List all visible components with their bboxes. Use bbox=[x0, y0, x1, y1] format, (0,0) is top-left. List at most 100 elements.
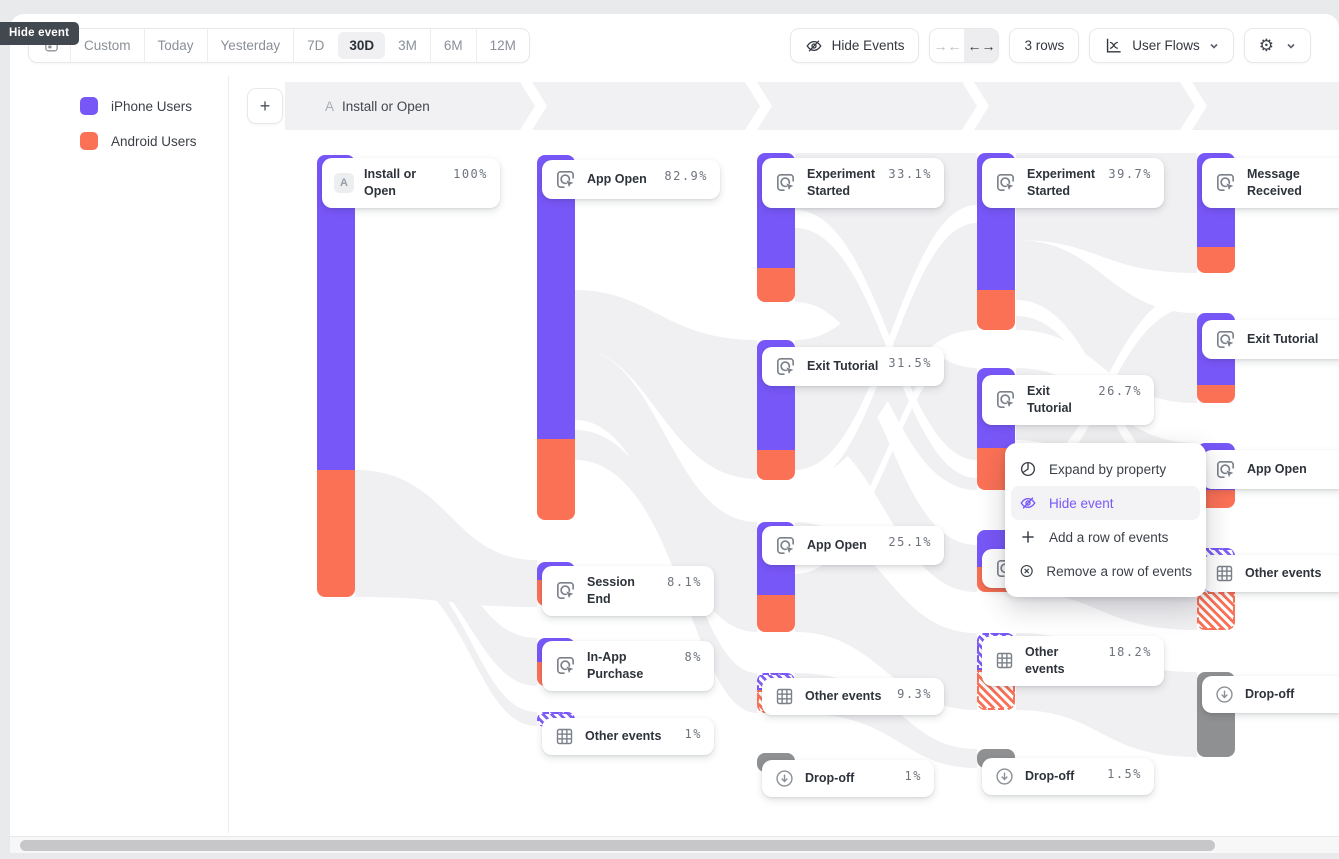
range-3m[interactable]: 3M bbox=[398, 38, 417, 53]
legend-item-iphone-users[interactable]: iPhone Users bbox=[80, 97, 192, 115]
android-users-label: Android Users bbox=[111, 133, 197, 149]
chevron-down-icon bbox=[1287, 43, 1295, 49]
menu-item-remove-row-of-events[interactable]: Remove a row of events bbox=[1011, 554, 1200, 588]
menu-item-label: Add a row of events bbox=[1049, 529, 1169, 545]
node-percentage: 8.1% bbox=[667, 575, 702, 589]
menu-item-add-row-of-events[interactable]: Add a row of events bbox=[1011, 520, 1200, 554]
flow-node-card-drop-off[interactable]: Drop-off 1% bbox=[762, 760, 934, 797]
flow-node-card-drop-off[interactable]: Drop-off 1.5% bbox=[982, 758, 1154, 795]
node-percentage: 1% bbox=[904, 769, 922, 783]
node-percentage: 25.1% bbox=[888, 535, 932, 549]
horizontal-scrollbar-track[interactable] bbox=[10, 836, 1339, 853]
flow-node-card-app-open[interactable]: App Open bbox=[1202, 450, 1339, 489]
node-label: Exit Tutorial bbox=[1027, 384, 1072, 415]
node-label: Exit Tutorial bbox=[1247, 332, 1319, 347]
flow-node-card-message-received[interactable]: Message Received bbox=[1202, 158, 1339, 208]
hide-event-icon bbox=[1020, 497, 1036, 509]
event-context-menu: Expand by property Hide event Add a row … bbox=[1005, 443, 1206, 597]
event-click-icon bbox=[1217, 331, 1234, 348]
expand-by-property-icon bbox=[1020, 461, 1036, 477]
flow-node-card-install-or-open[interactable]: A Install or Open 100% bbox=[322, 158, 500, 208]
flow-node-card-experiment-started[interactable]: Experiment Started 39.7% bbox=[982, 158, 1164, 208]
node-label: Message Received bbox=[1247, 167, 1302, 198]
legend-item-android-users[interactable]: Android Users bbox=[80, 132, 197, 150]
flow-node-card-drop-off[interactable]: Drop-off bbox=[1202, 676, 1339, 713]
hide-events-button[interactable]: Hide Events bbox=[789, 28, 920, 63]
flow-node-card-other-events[interactable]: Other events 1% bbox=[542, 718, 714, 755]
event-click-icon bbox=[557, 657, 574, 675]
range-30d-active[interactable]: 30D bbox=[338, 32, 386, 59]
toolbar-right: Hide Events →← ←→ 3 rows User Flows ⚙ bbox=[789, 28, 1311, 63]
bar-segment bbox=[1197, 490, 1235, 508]
view-type-dropdown[interactable]: User Flows bbox=[1089, 28, 1234, 63]
range-today[interactable]: Today bbox=[143, 29, 207, 62]
event-click-icon bbox=[777, 537, 794, 554]
range-7d[interactable]: 7D bbox=[293, 29, 337, 62]
flow-node-card-session-end[interactable]: Session End 8.1% bbox=[542, 566, 714, 616]
node-percentage: 1.5% bbox=[1107, 767, 1142, 781]
flow-bar-app-open[interactable] bbox=[537, 155, 575, 520]
date-range-picker: Custom Today Yesterday 7D 30D 3M 6M 12M bbox=[28, 28, 530, 63]
bar-segment bbox=[977, 290, 1015, 330]
step-letter: A bbox=[325, 98, 335, 114]
collapse-columns-button[interactable]: →← bbox=[933, 37, 962, 54]
menu-item-hide-event[interactable]: Hide event bbox=[1011, 486, 1200, 520]
add-row-icon bbox=[1022, 531, 1034, 543]
node-percentage: 18.2% bbox=[1108, 645, 1152, 659]
drop-off-icon bbox=[1216, 686, 1233, 703]
eye-off-icon bbox=[806, 39, 822, 52]
drop-off-icon bbox=[776, 770, 793, 787]
flow-node-card-app-open[interactable]: App Open 25.1% bbox=[762, 526, 944, 565]
bar-segment bbox=[757, 268, 795, 302]
flow-node-card-other-events[interactable]: Other events 18.2% bbox=[982, 636, 1164, 686]
event-click-icon bbox=[777, 358, 794, 375]
rows-count-button[interactable]: 3 rows bbox=[1009, 28, 1080, 63]
flow-node-card-exit-tutorial[interactable]: Exit Tutorial 31.5% bbox=[762, 347, 944, 386]
flow-node-card-exit-tutorial[interactable]: Exit Tutorial bbox=[1202, 320, 1339, 359]
node-percentage: 8% bbox=[684, 650, 702, 664]
hide-event-tooltip: Hide event bbox=[0, 22, 80, 45]
settings-dropdown[interactable]: ⚙ bbox=[1243, 28, 1311, 63]
flow-node-card-exit-tutorial[interactable]: Exit Tutorial 26.7% bbox=[982, 375, 1154, 425]
range-custom[interactable]: Custom bbox=[70, 29, 144, 62]
bar-segment bbox=[1197, 385, 1235, 403]
expand-columns-button[interactable]: ←→ bbox=[964, 29, 999, 62]
flow-node-card-in-app-purchase[interactable]: In-App Purchase 8% bbox=[542, 641, 714, 691]
other-events-grid-icon bbox=[556, 728, 573, 745]
steps-breadcrumb[interactable]: A Install or Open bbox=[285, 82, 1339, 130]
menu-item-label: Remove a row of events bbox=[1046, 563, 1192, 579]
bar-segment bbox=[537, 155, 575, 439]
event-click-icon bbox=[1217, 174, 1234, 192]
flow-node-card-other-events[interactable]: Other events bbox=[1202, 555, 1339, 592]
hide-events-label: Hide Events bbox=[831, 38, 905, 53]
range-6m[interactable]: 6M bbox=[429, 29, 476, 62]
menu-item-label: Expand by property bbox=[1049, 461, 1167, 477]
bar-segment bbox=[1197, 592, 1235, 630]
view-type-label: User Flows bbox=[1132, 38, 1200, 53]
flow-node-card-other-events[interactable]: Other events 9.3% bbox=[762, 678, 944, 715]
event-click-icon bbox=[997, 391, 1014, 409]
node-percentage: 82.9% bbox=[664, 169, 708, 183]
flow-node-card-app-open[interactable]: App Open 82.9% bbox=[542, 160, 720, 199]
iphone-users-label: iPhone Users bbox=[111, 98, 193, 114]
event-click-icon bbox=[557, 582, 574, 600]
event-click-icon bbox=[1217, 461, 1234, 478]
node-label: App Open bbox=[807, 538, 867, 553]
add-step-button[interactable]: + bbox=[247, 88, 283, 124]
range-yesterday[interactable]: Yesterday bbox=[206, 29, 294, 62]
node-percentage: 9.3% bbox=[897, 687, 932, 701]
node-label: Exit Tutorial bbox=[807, 359, 879, 374]
menu-item-expand-by-property[interactable]: Expand by property bbox=[1011, 452, 1200, 486]
step-a-badge-icon: A bbox=[334, 172, 354, 193]
remove-row-icon bbox=[1020, 564, 1033, 578]
node-percentage: 39.7% bbox=[1108, 167, 1152, 181]
other-events-grid-icon bbox=[776, 688, 793, 705]
node-percentage: 31.5% bbox=[888, 356, 932, 370]
flow-node-card-experiment-started[interactable]: Experiment Started 33.1% bbox=[762, 158, 944, 208]
node-label: Other events bbox=[1245, 566, 1322, 581]
range-12m[interactable]: 12M bbox=[475, 29, 529, 62]
horizontal-scrollbar-thumb[interactable] bbox=[20, 840, 1215, 851]
node-label: App Open bbox=[1247, 462, 1307, 477]
flow-bar-install-or-open[interactable] bbox=[317, 155, 355, 597]
